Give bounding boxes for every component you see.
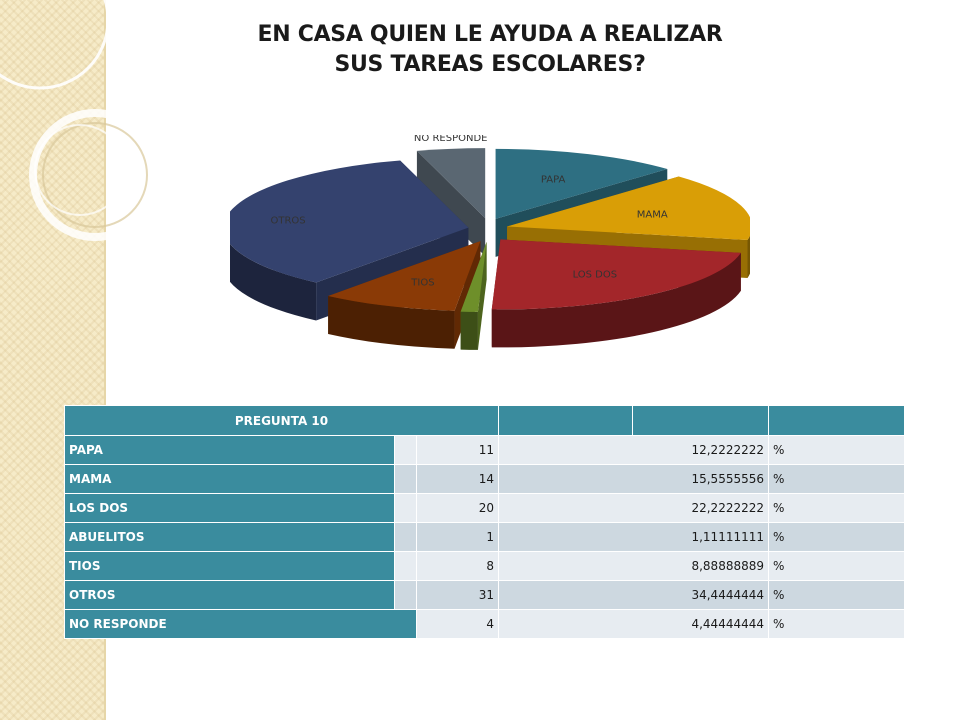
table-row: NO RESPONDE 4 4,44444444 % [64, 609, 905, 639]
row-label: ABUELITOS [64, 522, 395, 552]
pie-label-otros: OTROS [270, 215, 305, 226]
pie-slice-top [328, 241, 481, 311]
count-cell: 4 [416, 609, 499, 639]
unit-cell: % [768, 580, 905, 610]
table-row: OTROS 31 34,4444444 % [64, 580, 905, 610]
spacer-cell [394, 580, 417, 610]
pie-label-los-dos: LOS DOS [573, 269, 618, 280]
pie-slice-abuelitos [460, 241, 487, 350]
percent-cell: 12,2222222 [498, 435, 769, 465]
pie-slice-top [416, 148, 486, 219]
count-cell: 1 [416, 522, 499, 552]
unit-cell: % [768, 464, 905, 494]
unit-cell: % [768, 522, 905, 552]
pie-slice-side [328, 295, 455, 349]
data-table: PREGUNTA 10 PAPA 11 12,2222222 % MAMA 14… [64, 405, 905, 639]
table-row: TIOS 8 8,88888889 % [64, 551, 905, 581]
percent-cell: 15,5555556 [498, 464, 769, 494]
pie-label-tios: TIOS [410, 277, 434, 288]
table-header-title: PREGUNTA 10 [64, 405, 499, 436]
percent-cell: 34,4444444 [498, 580, 769, 610]
table-header-cell [632, 405, 769, 436]
pie-slice-tios [328, 241, 481, 349]
pie-slice-los-dos [491, 239, 741, 348]
decorative-circles [0, 0, 160, 241]
chart-title: EN CASA QUIEN LE AYUDA A REALIZAR SUS TA… [190, 20, 790, 80]
count-cell: 20 [416, 493, 499, 523]
table-header-cell [768, 405, 905, 436]
pie-slice-top [491, 239, 741, 310]
chart-title-line-2: SUS TAREAS ESCOLARES? [334, 52, 646, 77]
row-label: TIOS [64, 551, 395, 581]
count-cell: 31 [416, 580, 499, 610]
chart-title-line-1: EN CASA QUIEN LE AYUDA A REALIZAR [257, 22, 723, 47]
table-header-row: PREGUNTA 10 [64, 405, 905, 436]
row-label: LOS DOS [64, 493, 395, 523]
percent-cell: 8,88888889 [498, 551, 769, 581]
row-label: OTROS [64, 580, 395, 610]
table-row: ABUELITOS 1 1,11111111 % [64, 522, 905, 552]
table-row: MAMA 14 15,5555556 % [64, 464, 905, 494]
percent-cell: 4,44444444 [498, 609, 769, 639]
unit-cell: % [768, 551, 905, 581]
pie-slice-top [507, 176, 750, 240]
table-row: LOS DOS 20 22,2222222 % [64, 493, 905, 523]
table-header-cell [498, 405, 633, 436]
spacer-cell [394, 493, 417, 523]
pie-label-no-responde: NO RESPONDE [414, 135, 488, 144]
pie-slice-top [230, 160, 469, 283]
table-row: PAPA 11 12,2222222 % [64, 435, 905, 465]
pie-label-mama: MAMA [637, 210, 668, 221]
pie-slice-side [747, 235, 750, 278]
spacer-cell [394, 551, 417, 581]
pie-slice-side [460, 311, 478, 350]
spacer-cell [394, 435, 417, 465]
unit-cell: % [768, 493, 905, 523]
count-cell: 8 [416, 551, 499, 581]
percent-cell: 22,2222222 [498, 493, 769, 523]
pie-slice-side [230, 243, 317, 321]
unit-cell: % [768, 609, 905, 639]
decorative-side-band [0, 0, 106, 720]
pie-slice-side [491, 252, 741, 348]
percent-cell: 1,11111111 [498, 522, 769, 552]
count-cell: 14 [416, 464, 499, 494]
pie-label-papa: PAPA [541, 175, 566, 186]
spacer-cell [394, 464, 417, 494]
row-label: MAMA [64, 464, 395, 494]
row-label: PAPA [64, 435, 395, 465]
count-cell: 11 [416, 435, 499, 465]
pie-slice-top [495, 148, 668, 219]
spacer-cell [394, 522, 417, 552]
unit-cell: % [768, 435, 905, 465]
row-label: NO RESPONDE [64, 609, 417, 639]
pie-slice-top [460, 241, 487, 312]
